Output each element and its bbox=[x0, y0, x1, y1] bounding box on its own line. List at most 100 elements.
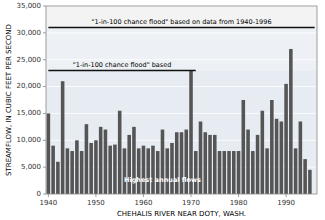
y-axis: 05,00010,00015,00020,00025,00030,00035,0… bbox=[17, 2, 47, 198]
plot-background bbox=[46, 6, 317, 194]
y-tick bbox=[43, 113, 46, 114]
x-tick-label: 1960 bbox=[135, 199, 153, 207]
grid bbox=[46, 6, 317, 194]
y-tick bbox=[43, 140, 46, 141]
reference-line-label: "1-in-100 chance flood" based bbox=[73, 61, 172, 69]
bars bbox=[47, 49, 312, 194]
bar bbox=[275, 119, 279, 194]
bar bbox=[294, 148, 298, 194]
bar bbox=[142, 146, 146, 194]
bar bbox=[270, 100, 274, 194]
bar bbox=[108, 146, 112, 194]
bar bbox=[208, 135, 212, 194]
bar bbox=[218, 151, 222, 194]
x-tick bbox=[143, 194, 144, 197]
bar bbox=[123, 148, 127, 194]
annotations: "1-in-100 chance flood" based on data fr… bbox=[73, 18, 272, 184]
bar bbox=[156, 151, 160, 194]
bar bbox=[237, 151, 241, 194]
grid-line bbox=[46, 32, 317, 33]
x-tick-label: 1950 bbox=[87, 199, 105, 207]
bar bbox=[261, 111, 265, 194]
x-tick bbox=[95, 194, 96, 197]
bar bbox=[170, 143, 174, 194]
reference-line-label: "1-in-100 chance flood" based on data fr… bbox=[91, 18, 271, 26]
x-axis-label: CHEHALIS RIVER NEAR DOTY, WASH. bbox=[117, 210, 246, 218]
bar bbox=[232, 151, 236, 194]
reference-line bbox=[48, 27, 314, 29]
bar bbox=[85, 124, 89, 194]
y-tick-label: 10,000 bbox=[17, 136, 42, 144]
bar bbox=[303, 159, 307, 194]
bar bbox=[265, 148, 269, 194]
y-tick bbox=[43, 194, 46, 195]
y-tick-label: 0 bbox=[37, 190, 41, 198]
bar bbox=[61, 81, 65, 194]
plot-frame bbox=[46, 6, 317, 194]
bar bbox=[280, 121, 284, 194]
bar bbox=[146, 148, 150, 194]
chart-container: "1-in-100 chance flood" based on data fr… bbox=[0, 0, 325, 220]
bar bbox=[246, 130, 250, 194]
y-tick bbox=[43, 167, 46, 168]
y-tick-label: 30,000 bbox=[17, 29, 42, 37]
x-tick bbox=[191, 194, 192, 197]
reference-lines bbox=[48, 27, 314, 70]
bar bbox=[299, 121, 303, 194]
bar bbox=[289, 49, 293, 194]
bar bbox=[75, 140, 79, 194]
reference-line bbox=[48, 70, 195, 72]
y-tick-label: 25,000 bbox=[17, 56, 42, 64]
bar bbox=[127, 135, 131, 194]
x-tick bbox=[286, 194, 287, 197]
bar bbox=[213, 135, 217, 194]
y-tick bbox=[43, 86, 46, 87]
x-tick bbox=[48, 194, 49, 197]
x-tick-label: 1940 bbox=[39, 199, 57, 207]
x-tick bbox=[238, 194, 239, 197]
bar bbox=[203, 132, 207, 194]
bar bbox=[242, 100, 246, 194]
y-tick-label: 15,000 bbox=[17, 109, 42, 117]
bar bbox=[66, 148, 70, 194]
annotation: Highest annual flows bbox=[124, 176, 201, 184]
shaded-zone bbox=[46, 70, 317, 194]
bar bbox=[70, 151, 74, 194]
bar bbox=[251, 151, 255, 194]
bar bbox=[118, 111, 122, 194]
x-tick-label: 1980 bbox=[230, 199, 248, 207]
shaded-zone bbox=[46, 27, 317, 70]
bar bbox=[89, 143, 93, 194]
bar bbox=[194, 151, 198, 194]
bar bbox=[223, 151, 227, 194]
bar bbox=[256, 135, 260, 194]
bar bbox=[180, 132, 184, 194]
chart: "1-in-100 chance flood" based on data fr… bbox=[0, 0, 325, 220]
x-tick-label: 1970 bbox=[182, 199, 200, 207]
bar bbox=[165, 148, 169, 194]
bar bbox=[175, 132, 179, 194]
grid-line bbox=[46, 59, 317, 60]
grid-line bbox=[46, 113, 317, 114]
y-tick-label: 20,000 bbox=[17, 82, 42, 90]
bar bbox=[99, 127, 103, 194]
bar bbox=[56, 162, 60, 194]
y-tick bbox=[43, 32, 46, 33]
bar bbox=[51, 146, 55, 194]
bar bbox=[151, 146, 155, 194]
grid-line bbox=[46, 86, 317, 87]
bar bbox=[137, 148, 141, 194]
y-axis-label: STREAMFLOW, IN CUBIC FEET PER SECOND bbox=[5, 24, 13, 176]
bar bbox=[308, 170, 312, 194]
plot-area bbox=[46, 6, 317, 194]
y-tick bbox=[43, 6, 46, 7]
y-tick-label: 35,000 bbox=[17, 2, 42, 10]
x-tick-label: 1990 bbox=[277, 199, 295, 207]
bar bbox=[47, 113, 51, 194]
x-axis: 1940 1950 1960 1970 1980 1990 bbox=[39, 194, 295, 207]
bar bbox=[94, 140, 98, 194]
bar bbox=[104, 130, 108, 194]
bar bbox=[227, 151, 231, 194]
bar bbox=[284, 84, 288, 194]
bar bbox=[80, 151, 84, 194]
